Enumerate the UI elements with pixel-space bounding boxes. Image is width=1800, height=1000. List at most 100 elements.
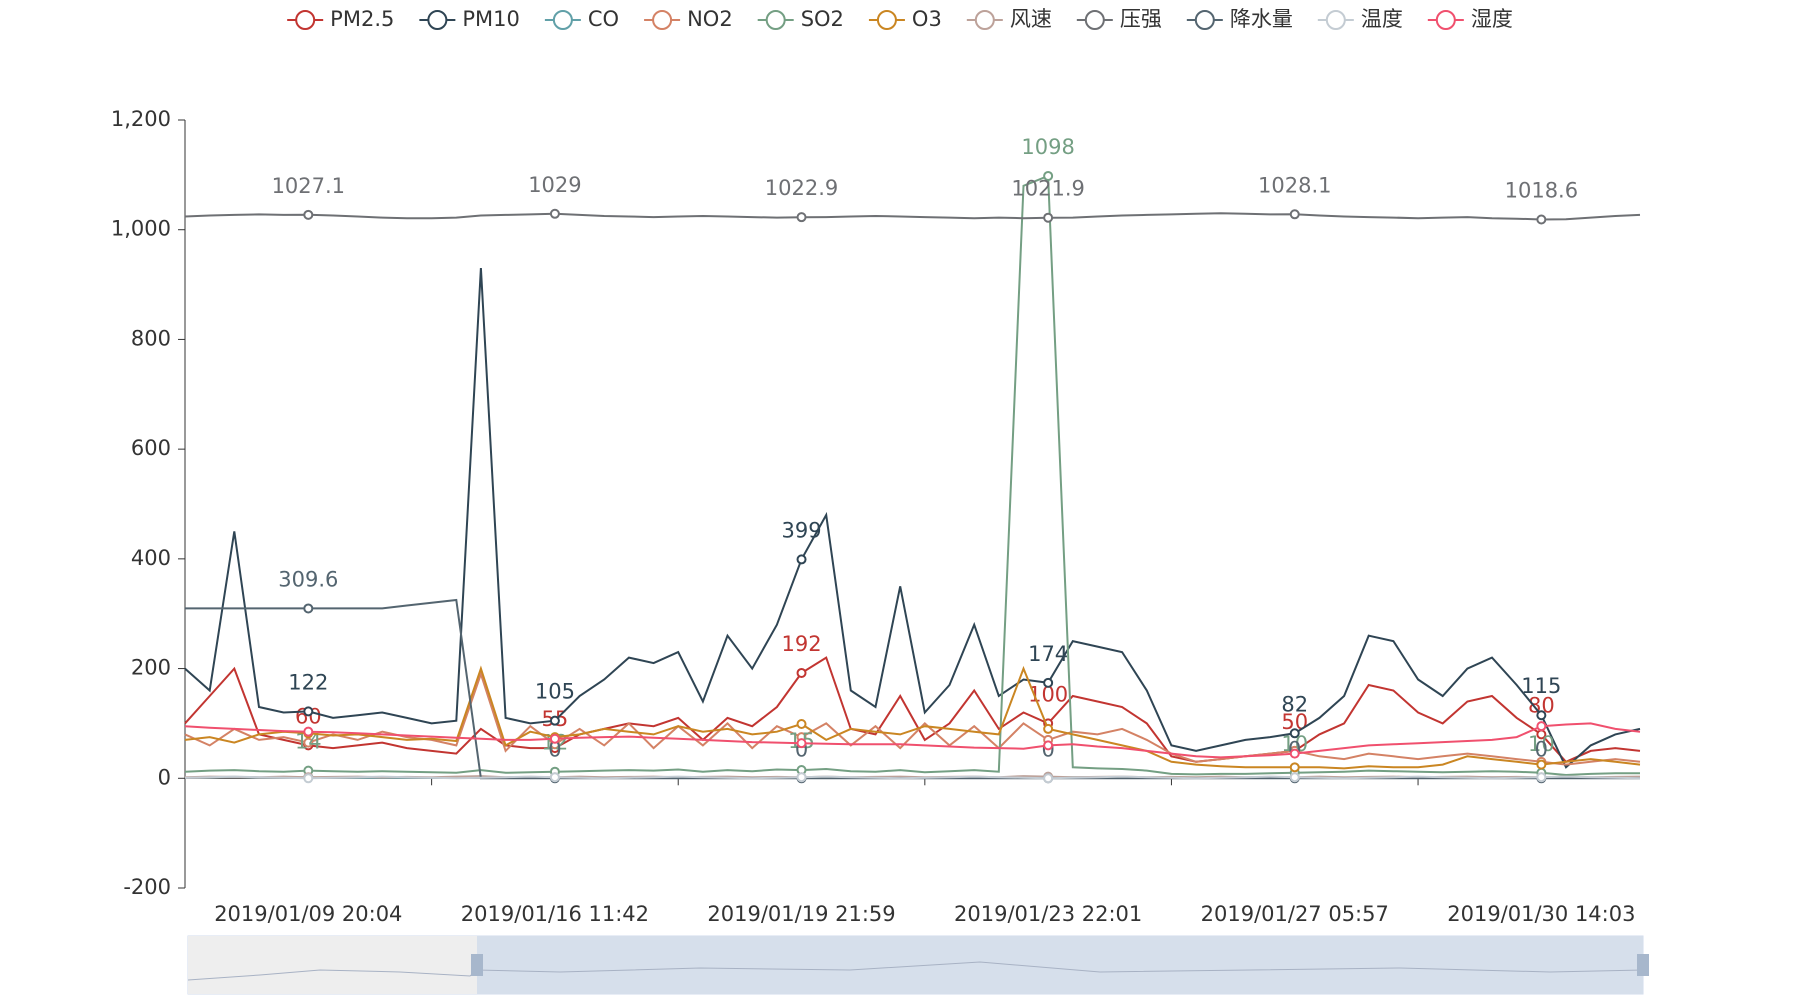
data-label: 399 [781,518,821,542]
point [549,715,560,726]
legend-label: 降水量 [1230,7,1293,31]
data-label: 192 [781,632,821,656]
point [1043,773,1054,784]
point [1289,209,1300,220]
point [303,737,314,748]
point [1289,728,1300,739]
point [303,209,314,220]
data-zoom-unselected [188,936,477,994]
point [1043,170,1054,181]
data-label: 1018.6 [1505,179,1578,203]
legend-label: 湿度 [1471,7,1513,31]
legend-label: SO2 [801,7,844,31]
legend-item[interactable]: SO2 [757,7,844,31]
data-label: 174 [1028,642,1068,666]
point [1043,677,1054,688]
series-line [184,212,1641,221]
legend-icon [652,10,673,30]
x-tick-label: 2019/01/30 14:03 [1447,902,1635,926]
data-zoom-shadow [187,961,1644,981]
legend-label: 风速 [1010,7,1052,31]
legend-icon [1194,10,1215,30]
legend-icon [765,10,786,30]
series-line [184,775,1641,780]
data-label: 0 [548,737,561,761]
y-tick-label: 400 [131,546,171,570]
point [1536,772,1547,783]
point [1043,212,1054,223]
data-label: 10 [1528,732,1555,756]
legend-item[interactable]: 湿度 [1427,7,1513,31]
data-label: 1022.9 [765,176,838,200]
legend-item[interactable]: NO2 [644,7,733,31]
series-line [184,722,1641,759]
legend-icon [427,10,448,30]
legend-icon [1435,10,1456,30]
legend-item[interactable]: PM2.5 [287,7,394,31]
data-label: 1098 [1021,135,1074,159]
y-tick-label: 0 [158,765,171,789]
point [796,212,807,223]
legend-item[interactable]: 降水量 [1186,7,1293,31]
point [303,773,314,784]
point [1536,721,1547,732]
point [303,603,314,614]
legend-icon [974,10,995,30]
point [796,554,807,565]
data-zoom-handle[interactable] [471,954,483,976]
legend-label: 温度 [1361,7,1403,31]
point [796,772,807,783]
x-tick-label: 2019/01/27 05:57 [1201,902,1389,926]
point [1289,772,1300,783]
legend-item[interactable]: 压强 [1076,7,1162,31]
data-label: 0 [1535,737,1548,761]
point [1289,748,1300,759]
data-label: 82 [1281,692,1308,716]
point [1536,710,1547,721]
data-label: 1027.1 [272,174,345,198]
legend-label: PM10 [462,7,520,31]
legend-icon [552,10,573,30]
y-tick-label: 800 [131,326,171,350]
x-tick-label: 2019/01/16 11:42 [461,902,649,926]
series-line [184,656,1641,764]
x-tick-label: 2019/01/19 21:59 [707,902,895,926]
legend-item[interactable]: PM10 [419,7,520,31]
data-label: 1021.9 [1011,177,1084,201]
legend: PM2.5 PM10 CO NO2 SO2 O3 风速 压强 降水量 温度 湿度 [287,7,1513,31]
y-tick-label: 200 [131,656,171,680]
data-label: 309.6 [278,567,338,591]
x-tick-label: 2019/01/09 20:04 [214,902,402,926]
series-line [184,174,1640,777]
series-line [184,268,1641,769]
legend-item[interactable]: CO [544,7,619,31]
point [303,726,314,737]
legend-item[interactable]: 温度 [1317,7,1403,31]
data-label: 1029 [528,173,581,197]
legend-icon [295,10,316,30]
point [549,733,560,744]
point [1536,214,1547,225]
legend-icon [1084,10,1105,30]
legend-label: O3 [912,7,942,31]
y-tick-label: 600 [131,436,171,460]
point [1043,723,1054,734]
legend-label: PM2.5 [330,7,394,31]
legend-item[interactable]: 风速 [966,7,1052,31]
x-tick-label: 2019/01/23 22:01 [954,902,1142,926]
legend-item[interactable]: O3 [868,7,942,31]
data-zoom-handle[interactable] [1637,954,1649,976]
legend-label: CO [588,7,619,31]
point [1289,762,1300,773]
legend-label: NO2 [687,7,733,31]
data-zoom-window[interactable] [477,936,1643,994]
data-label: 105 [535,680,575,704]
point [1536,759,1547,770]
point [1043,740,1054,751]
point [796,718,807,729]
legend-label: 压强 [1120,7,1162,31]
legend-icon [1325,10,1346,30]
point [796,667,807,678]
point [549,772,560,783]
